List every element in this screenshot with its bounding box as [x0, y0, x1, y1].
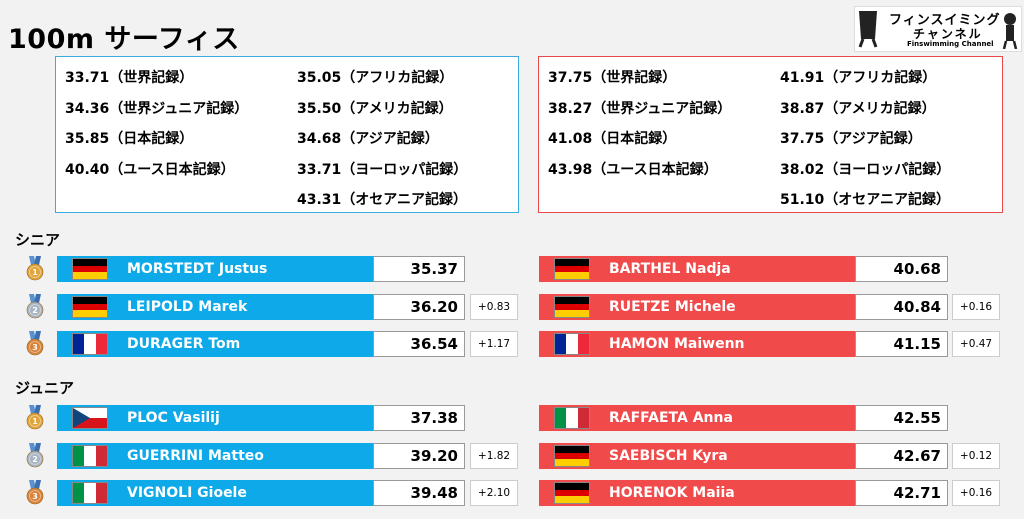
svg-text:2: 2 [32, 455, 38, 464]
bronze-medal-icon: 3 [25, 331, 45, 357]
france-flag-icon [72, 333, 108, 355]
name-band [57, 294, 373, 320]
channel-logo: フィンスイミング チャンネル Finswimming Channel [854, 6, 1022, 52]
name-band [57, 256, 373, 282]
germany-flag-icon [554, 296, 590, 318]
germany-flag-icon [554, 258, 590, 280]
italy-flag-icon [554, 407, 590, 429]
time-difference: +0.83 [470, 294, 518, 320]
section-junior-heading: ジュニア [15, 379, 74, 397]
record-line: 38.87（アメリカ記録） [780, 100, 936, 117]
logo-line-2: チャンネル [913, 27, 983, 41]
result-time: 36.20 [373, 294, 465, 320]
name-band [57, 480, 373, 506]
result-time: 37.38 [373, 405, 465, 431]
time-difference: +2.10 [470, 480, 518, 506]
gold-medal-icon: 1 [25, 405, 45, 431]
athlete-name: BARTHEL Nadja [609, 261, 731, 277]
record-line: 37.75（世界記録） [548, 70, 677, 86]
record-line: 35.50（アメリカ記録） [297, 100, 453, 117]
result-time: 36.54 [373, 331, 465, 357]
result-time: 40.68 [855, 256, 948, 282]
bronze-medal-icon: 3 [25, 480, 45, 506]
record-line: 51.10（オセアニア記録） [780, 192, 951, 208]
athlete-name: LEIPOLD Marek [127, 299, 248, 315]
record-line: 41.08（日本記録） [548, 131, 677, 147]
name-band [539, 443, 855, 469]
athlete-name: RAFFAETA Anna [609, 410, 733, 426]
mascot-icon [858, 11, 878, 48]
women-records-box: 37.75（世界記録） 38.27（世界ジュニア記録） 41.08（日本記録） … [538, 56, 1003, 213]
germany-flag-icon [554, 445, 590, 467]
germany-flag-icon [72, 296, 108, 318]
record-line: 38.02（ヨーロッパ記録） [780, 161, 951, 178]
record-line: 37.75（アジア記録） [780, 131, 922, 147]
result-time: 39.20 [373, 443, 465, 469]
name-band [57, 443, 373, 469]
athlete-name: HORENOK Maiia [609, 485, 735, 501]
name-band [57, 405, 373, 431]
record-line: 43.31（オセアニア記録） [297, 192, 468, 208]
result-time: 35.37 [373, 256, 465, 282]
time-difference: +0.16 [952, 480, 1000, 506]
time-difference: +0.47 [952, 331, 1000, 357]
time-difference: +1.82 [470, 443, 518, 469]
record-line: 34.68（アジア記録） [297, 131, 439, 147]
name-band [539, 256, 855, 282]
men-records-box: 33.71（世界記録） 34.36（世界ジュニア記録） 35.85（日本記録） … [55, 56, 519, 213]
section-senior-heading: シニア [15, 231, 61, 249]
record-line: 40.40（ユース日本記録） [65, 161, 235, 178]
time-difference: +0.12 [952, 443, 1000, 469]
athlete-name: MORSTEDT Justus [127, 261, 268, 277]
svg-text:1: 1 [32, 268, 38, 277]
svg-text:3: 3 [32, 492, 38, 501]
france-flag-icon [554, 333, 590, 355]
name-band [57, 331, 373, 357]
svg-text:3: 3 [32, 343, 38, 352]
name-band [539, 405, 855, 431]
record-line: 33.71（ヨーロッパ記録） [297, 161, 468, 178]
silver-medal-icon: 2 [25, 294, 45, 320]
germany-flag-icon [554, 482, 590, 504]
result-time: 41.15 [855, 331, 948, 357]
record-line: 41.91（アフリカ記録） [780, 70, 937, 86]
logo-line-1: フィンスイミング [889, 13, 1001, 28]
gold-medal-icon: 1 [25, 256, 45, 282]
italy-flag-icon [72, 445, 108, 467]
page-title: 100m サーフィス [8, 24, 240, 55]
result-time: 42.55 [855, 405, 948, 431]
czech-republic-flag-icon [72, 407, 108, 429]
result-time: 42.67 [855, 443, 948, 469]
record-line: 43.98（ユース日本記録） [548, 161, 718, 178]
record-line: 35.05（アフリカ記録） [297, 70, 454, 86]
record-line: 34.36（世界ジュニア記録） [65, 100, 249, 117]
name-band [539, 331, 855, 357]
athlete-name: PLOC Vasilij [127, 410, 220, 426]
record-line: 35.85（日本記録） [65, 131, 194, 147]
swimmer-icon [1002, 13, 1018, 49]
logo-line-3: Finswimming Channel [907, 40, 994, 48]
athlete-name: VIGNOLI Gioele [127, 485, 247, 501]
result-time: 42.71 [855, 480, 948, 506]
athlete-name: GUERRINI Matteo [127, 448, 264, 464]
record-line: 33.71（世界記録） [65, 70, 194, 86]
germany-flag-icon [72, 258, 108, 280]
record-line: 38.27（世界ジュニア記録） [548, 100, 732, 117]
time-difference: +0.16 [952, 294, 1000, 320]
athlete-name: SAEBISCH Kyra [609, 448, 728, 464]
name-band [539, 480, 855, 506]
name-band [539, 294, 855, 320]
time-difference: +1.17 [470, 331, 518, 357]
athlete-name: DURAGER Tom [127, 336, 241, 352]
result-time: 39.48 [373, 480, 465, 506]
result-time: 40.84 [855, 294, 948, 320]
silver-medal-icon: 2 [25, 443, 45, 469]
athlete-name: RUETZE Michele [609, 299, 736, 315]
athlete-name: HAMON Maiwenn [609, 336, 745, 352]
svg-text:1: 1 [32, 417, 38, 426]
svg-text:2: 2 [32, 306, 38, 315]
italy-flag-icon [72, 482, 108, 504]
